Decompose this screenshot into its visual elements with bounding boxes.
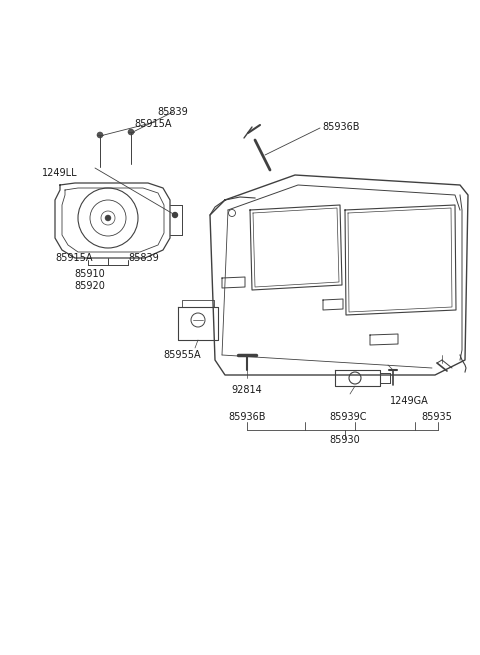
Circle shape [128, 129, 134, 135]
Text: 85955A: 85955A [163, 350, 201, 360]
Text: 85936B: 85936B [228, 412, 266, 422]
Text: 85915A: 85915A [134, 119, 172, 129]
Circle shape [105, 215, 111, 221]
Text: 85839: 85839 [157, 107, 188, 117]
Text: 1249LL: 1249LL [42, 168, 78, 178]
Text: 85839: 85839 [128, 253, 159, 263]
Text: 1249GA: 1249GA [390, 396, 429, 406]
Text: 85930: 85930 [330, 435, 360, 445]
Text: 85920: 85920 [74, 281, 106, 291]
Text: 85935: 85935 [421, 412, 453, 422]
Text: 92814: 92814 [232, 385, 263, 395]
Text: 85939C: 85939C [329, 412, 367, 422]
Text: 85915A: 85915A [55, 253, 93, 263]
Circle shape [172, 212, 178, 217]
Text: 85936B: 85936B [322, 122, 360, 132]
Text: 85910: 85910 [74, 269, 106, 279]
Circle shape [97, 132, 103, 138]
